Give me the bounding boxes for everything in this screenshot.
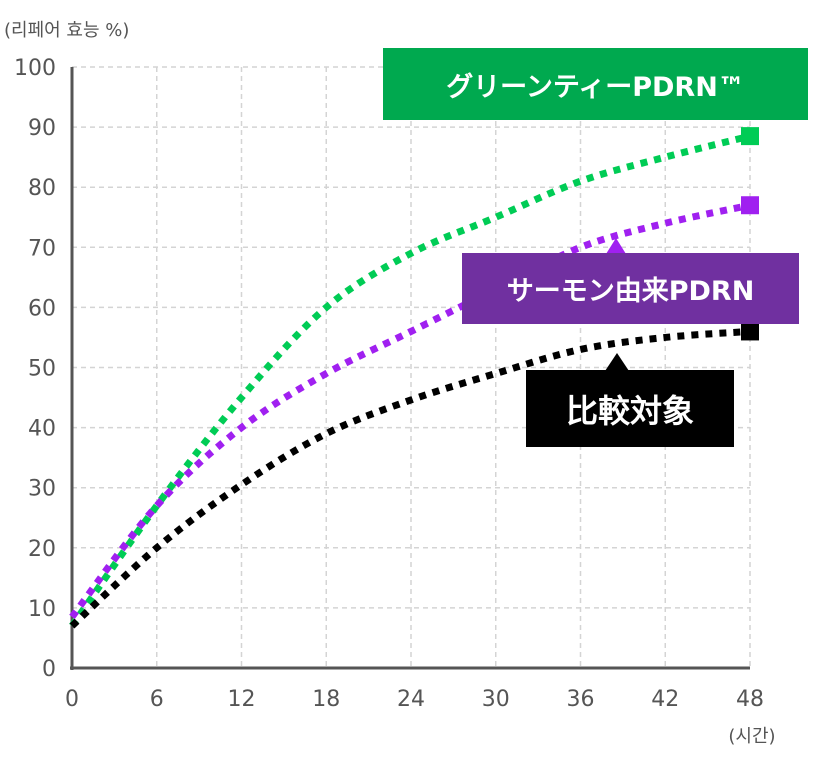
legend-label-salmon-pdrn: サーモン由来PDRN — [462, 253, 799, 324]
grid — [72, 66, 751, 668]
series-end-marker-2 — [741, 322, 759, 341]
series-line-0 — [69, 132, 751, 628]
x-axis-label: (시간) — [728, 726, 775, 747]
x-tick-label: 48 — [736, 687, 764, 712]
series-lines — [69, 127, 759, 629]
series-line-1 — [69, 201, 751, 620]
x-tick-label: 12 — [228, 687, 256, 712]
y-axis-label: (리페어 효능 %) — [4, 20, 129, 41]
axes: 0 10 20 30 40 50 60 70 80 90 100 0 6 12 18 24 30 36 42 48 — [14, 56, 764, 712]
y-tick-label: 20 — [28, 537, 56, 562]
y-tick-label: 80 — [28, 176, 56, 201]
y-tick-label: 10 — [28, 597, 56, 622]
comparison-label-pointer — [605, 353, 629, 371]
series-end-marker-1 — [741, 196, 759, 215]
legend-label-green-tea-pdrn: グリーンティーPDRN™ — [383, 48, 808, 120]
x-tick-label: 36 — [567, 687, 595, 712]
y-tick-label: 90 — [28, 116, 56, 141]
x-tick-label: 18 — [312, 687, 340, 712]
salmon-label-pointer — [606, 238, 626, 254]
x-tick-label: 42 — [651, 687, 679, 712]
series-line-2 — [69, 327, 751, 629]
x-tick-label: 0 — [65, 687, 79, 712]
y-tick-label: 30 — [28, 477, 56, 502]
x-tick-label: 30 — [482, 687, 510, 712]
legend-label-comparison: 比較対象 — [526, 370, 734, 447]
y-tick-label: 40 — [28, 417, 56, 442]
y-tick-label: 50 — [28, 357, 56, 382]
y-tick-label: 60 — [28, 296, 56, 321]
y-tick-label: 0 — [42, 657, 56, 682]
x-tick-label: 6 — [150, 687, 164, 712]
y-tick-label: 70 — [28, 236, 56, 261]
series-end-marker-0 — [741, 127, 759, 146]
y-tick-label: 100 — [14, 56, 56, 81]
x-tick-label: 24 — [397, 687, 425, 712]
